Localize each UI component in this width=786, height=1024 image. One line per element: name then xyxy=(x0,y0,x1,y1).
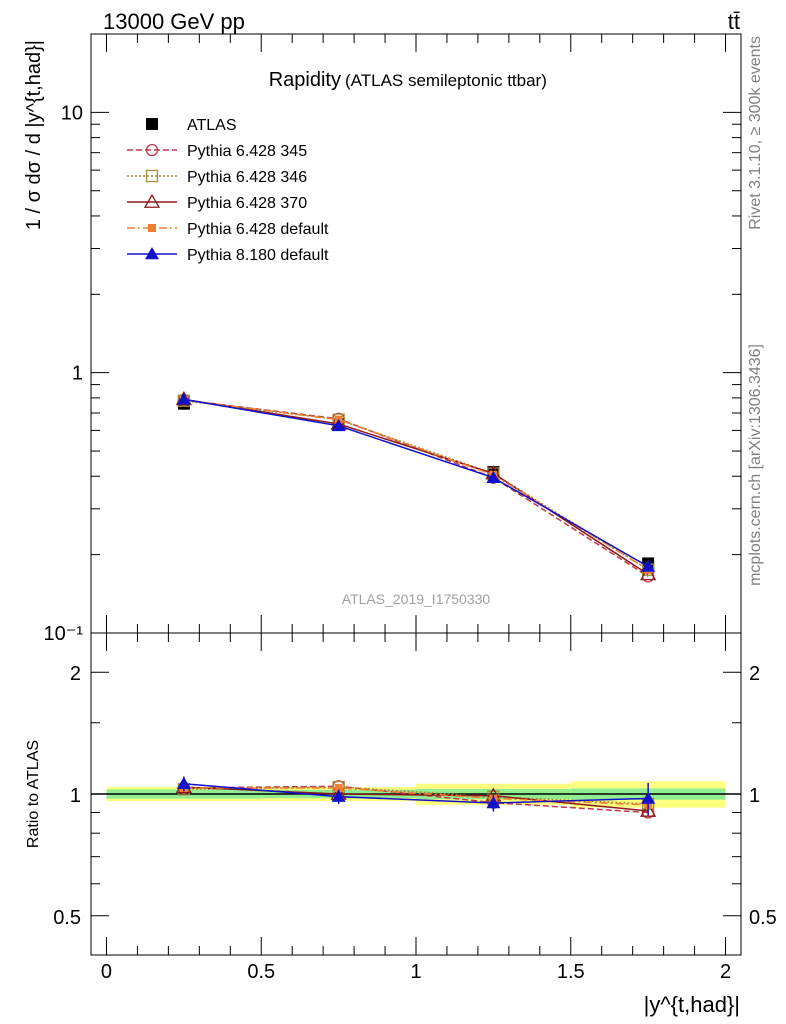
point-p8def xyxy=(641,559,656,572)
ratio-point-p370 xyxy=(640,802,657,817)
series-p346 xyxy=(177,394,655,576)
ratio-ylabel: Ratio to ATLAS xyxy=(25,740,42,848)
ratio-point-p8def xyxy=(331,789,346,802)
legend-label-p346: Pythia 6.428 346 xyxy=(187,169,307,186)
legend: ATLAS Pythia 6.428 345 Pythia 6.428 346 Pyt… xyxy=(127,117,329,264)
main-ylabel: 1 / σ dσ / d |y^{t,had}| xyxy=(23,40,45,230)
series-data xyxy=(177,397,655,570)
ratio-line-p6def xyxy=(183,787,649,806)
point-p8def xyxy=(331,418,346,432)
legend-label-p8def: Pythia 8.180 default xyxy=(187,247,329,264)
series-line-p346 xyxy=(183,400,649,571)
ratio-y-tick-label: 1 xyxy=(70,785,81,807)
legend-marker-p8def xyxy=(145,247,159,260)
series-line-p6def xyxy=(183,399,649,571)
x-axis-label: |y^{t,had}| xyxy=(644,992,740,1017)
legend-label-p345: Pythia 6.428 345 xyxy=(187,143,307,160)
ratio-y-tick-label-right: 0.5 xyxy=(749,907,777,929)
ratio-point-p8def xyxy=(641,791,656,804)
ratio-line-p345 xyxy=(183,785,649,814)
main-panel: Rapidity (ATLAS semileptonic ttbar) 1 / … xyxy=(23,33,742,645)
legend-marker-p370 xyxy=(143,193,161,208)
main-title: Rapidity xyxy=(269,69,341,91)
ratio-y-tick-label-right: 2 xyxy=(749,663,760,685)
legend-marker-p6def xyxy=(148,224,156,232)
x-tick-label: 1 xyxy=(410,961,421,983)
ratio-line-p8def xyxy=(183,783,649,804)
x-tick-label: 2 xyxy=(720,961,731,983)
ratio-y-tick-label: 2 xyxy=(70,663,81,685)
legend-marker-p345 xyxy=(145,143,159,157)
series-p345 xyxy=(177,393,655,583)
legend-label-p370: Pythia 6.428 370 xyxy=(187,195,307,212)
ratio-y-tick-label-right: 1 xyxy=(749,785,760,807)
series-line-p345 xyxy=(183,399,649,578)
point-p8def xyxy=(176,392,191,405)
x-tick-label: 0 xyxy=(101,961,112,983)
legend-marker-p346 xyxy=(145,169,159,183)
series-p370 xyxy=(175,391,657,581)
x-tick-label: 1.5 xyxy=(557,961,585,983)
main-y-tick-label: 1 xyxy=(72,363,83,385)
legend-label-data: ATLAS xyxy=(187,117,237,134)
point-p8def xyxy=(486,470,501,483)
series-p8def xyxy=(176,392,656,572)
energy-label: 13000 GeV pp xyxy=(103,9,245,34)
ratio-point-p8def xyxy=(176,776,191,790)
series-line-p8def xyxy=(183,398,649,568)
series-line-p370 xyxy=(183,398,649,575)
ratio-line-p346 xyxy=(183,786,649,805)
main-y-tick-label: 10⁻¹ xyxy=(44,623,84,645)
legend-marker-data xyxy=(146,118,158,130)
x-tick-label: 0.5 xyxy=(247,961,275,983)
ratio-panel: Ratio to ATLAS |y^{t,had}| 0.5 0.5 1 1 2 2 0 0… xyxy=(25,632,777,1017)
legend-label-p6def: Pythia 6.428 default xyxy=(187,221,329,238)
ratio-point-p6def xyxy=(334,783,343,792)
ratio-frame xyxy=(90,632,742,956)
series-p6def xyxy=(179,396,653,574)
ratio-y-tick-label: 0.5 xyxy=(53,907,81,929)
main-y-tick-label: 10 xyxy=(61,102,83,124)
rivet-label: Rivet 3.1.10, ≥ 300k events xyxy=(747,36,764,230)
main-subtitle: (ATLAS semileptonic ttbar) xyxy=(345,71,547,90)
ratio-series-p8def xyxy=(176,776,656,816)
process-label: tt̄ xyxy=(728,9,740,34)
ratio-point-p8def xyxy=(486,796,501,809)
watermark: ATLAS_2019_I1750330 xyxy=(342,591,491,607)
mcplots-label: mcplots.cern.ch [arXiv:1306.3436] xyxy=(747,344,764,586)
